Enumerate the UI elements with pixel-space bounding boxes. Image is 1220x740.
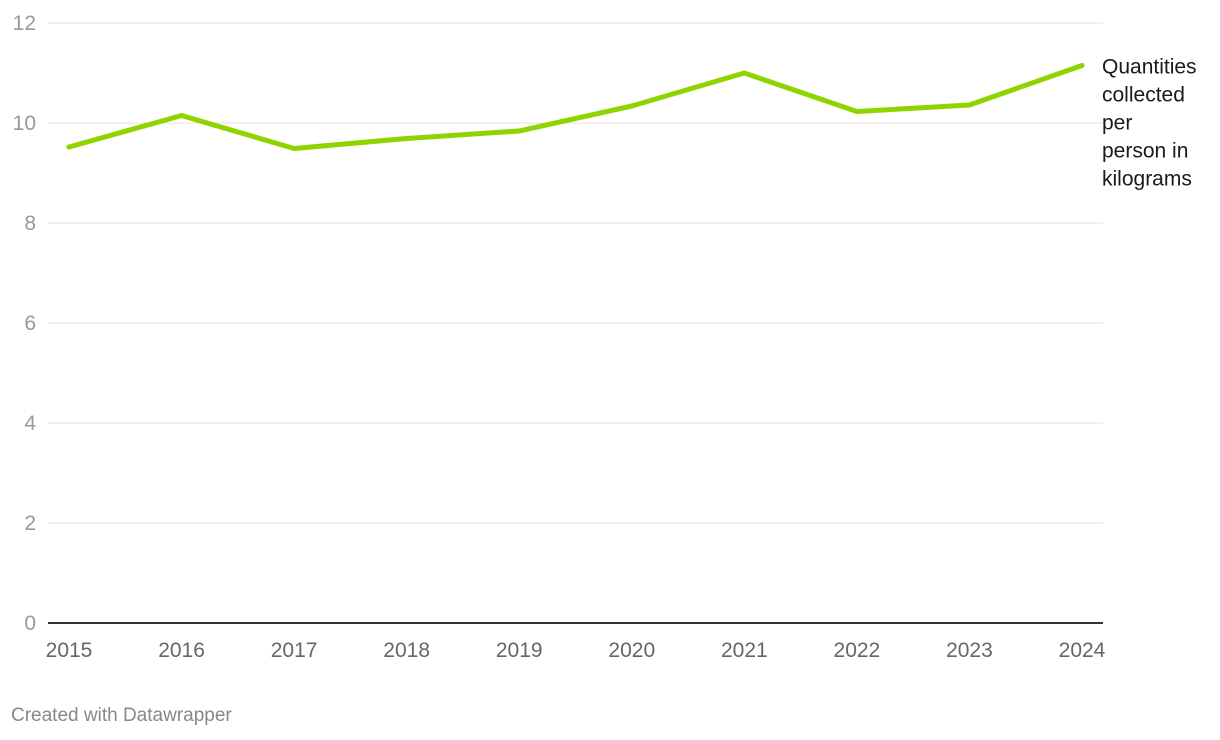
x-tick-label: 2018 (383, 639, 430, 662)
series-label: Quantities collected per person in kilograms (1102, 56, 1197, 191)
series-label-group: Quantities collected per person in kilograms (1102, 56, 1197, 191)
y-tick-label: 8 (24, 212, 36, 235)
y-tick-label: 4 (24, 412, 36, 435)
y-axis-tick-labels: 0 2 4 6 8 10 12 (13, 12, 37, 635)
footer-credit: Created with Datawrapper (11, 705, 232, 726)
data-point (291, 146, 297, 151)
x-tick-label: 2024 (1059, 639, 1106, 662)
series-line (66, 63, 1085, 151)
y-tick-label: 6 (24, 312, 36, 335)
y-tick-label: 10 (13, 112, 36, 135)
data-point (66, 144, 72, 150)
x-tick-label: 2021 (721, 639, 768, 662)
x-tick-label: 2016 (158, 639, 205, 662)
data-point (1079, 63, 1085, 68)
x-tick-label: 2022 (834, 639, 881, 662)
data-point (516, 128, 522, 134)
data-point (966, 102, 972, 108)
x-tick-label: 2017 (271, 639, 318, 662)
series-group (66, 63, 1085, 151)
data-point (179, 113, 185, 118)
y-tick-label: 0 (24, 612, 36, 635)
data-point (404, 136, 410, 141)
data-point (629, 103, 635, 109)
x-tick-label: 2015 (46, 639, 93, 662)
x-tick-label: 2023 (946, 639, 993, 662)
x-axis-tick-labels: 2015 2016 2017 2018 2019 2020 2021 2022 2023 2024 (46, 639, 1106, 662)
x-tick-label: 2019 (496, 639, 543, 662)
gridlines (48, 22, 1103, 624)
y-tick-label: 2 (24, 512, 36, 535)
y-tick-label: 12 (13, 12, 36, 35)
data-point (854, 109, 860, 114)
x-tick-label: 2020 (608, 639, 655, 662)
data-point (741, 70, 747, 76)
